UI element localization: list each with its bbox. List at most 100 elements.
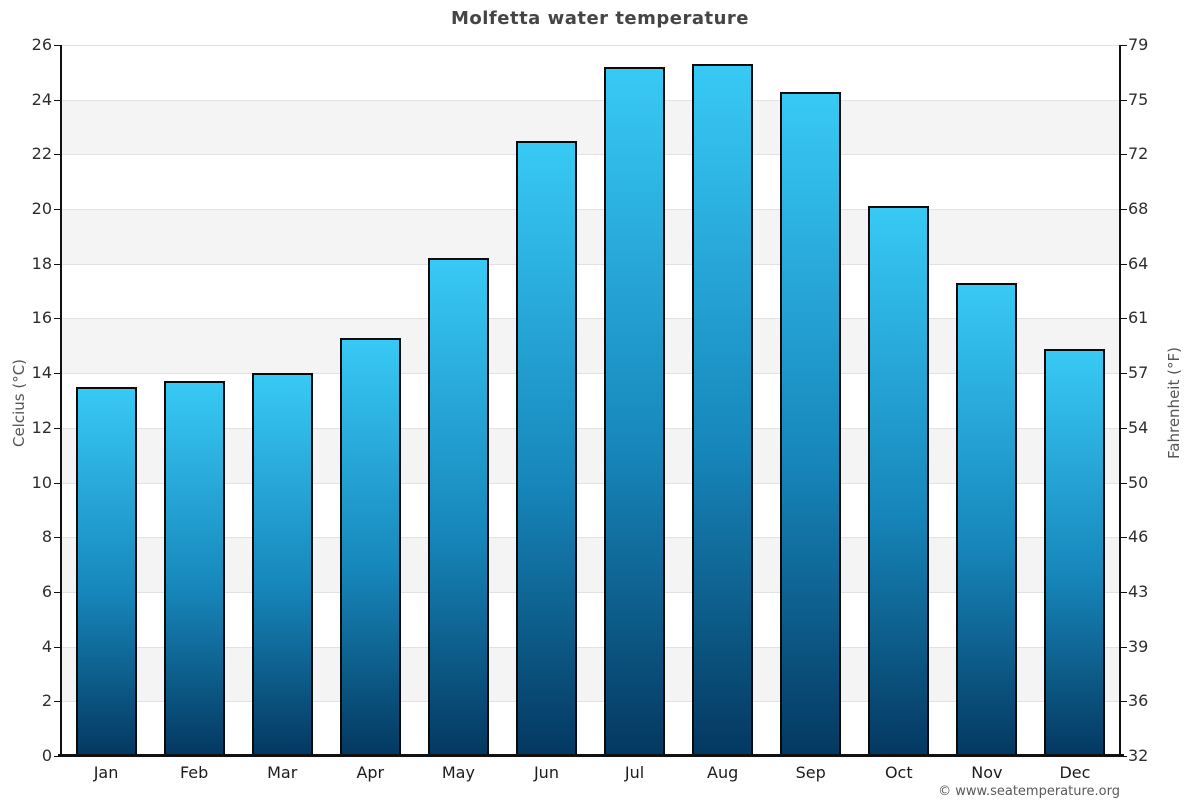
background-band <box>62 209 1119 264</box>
y-tick-celsius: 12 <box>31 417 52 437</box>
tick-mark <box>1121 373 1127 375</box>
y-tick-celsius: 24 <box>31 89 52 109</box>
y-tick-fahrenheit: 43 <box>1128 581 1149 601</box>
y-axis-right-spine <box>1119 45 1121 757</box>
gridline <box>62 591 1119 593</box>
tick-mark <box>54 263 60 265</box>
y-tick-celsius: 20 <box>31 199 52 219</box>
bar-dec <box>1044 348 1106 756</box>
bar-may <box>427 258 489 756</box>
tick-mark <box>1121 427 1127 429</box>
tick-mark <box>54 209 60 211</box>
y-tick-celsius: 6 <box>41 581 52 601</box>
gridline <box>62 99 1119 101</box>
tick-mark <box>54 154 60 156</box>
background-band <box>62 537 1119 592</box>
gridline <box>62 373 1119 375</box>
gridline <box>62 537 1119 539</box>
gridline <box>62 427 1119 429</box>
y-tick-fahrenheit: 50 <box>1128 472 1149 492</box>
gridline <box>62 45 1119 46</box>
tick-mark <box>54 427 60 429</box>
y-tick-fahrenheit: 32 <box>1128 746 1149 765</box>
x-tick-month-nov: Nov <box>971 763 1003 782</box>
y-tick-celsius: 2 <box>41 691 52 711</box>
tick-mark <box>1121 263 1127 265</box>
x-tick-month-jul: Jul <box>624 763 645 782</box>
bar-feb <box>163 381 225 756</box>
tick-mark <box>1121 646 1127 648</box>
bar-jan <box>75 386 137 756</box>
bar-aug <box>692 64 754 756</box>
y-axis-left-spine <box>60 45 62 757</box>
tick-mark <box>54 756 60 757</box>
y-tick-fahrenheit: 79 <box>1128 35 1149 54</box>
bar-jul <box>604 66 666 756</box>
gridline <box>62 646 1119 648</box>
x-tick-month-dec: Dec <box>1059 763 1091 782</box>
background-band <box>62 99 1119 155</box>
tick-mark <box>54 646 60 648</box>
gridline <box>62 263 1119 265</box>
bar-sep <box>780 91 842 756</box>
gridline <box>62 154 1119 156</box>
bar-jun <box>515 140 577 756</box>
gridline <box>62 482 1119 484</box>
y-tick-celsius: 22 <box>31 144 52 164</box>
background-band <box>62 427 1119 483</box>
plot-area <box>62 45 1119 756</box>
y-tick-celsius: 18 <box>31 253 52 273</box>
y-tick-celsius: 4 <box>41 636 52 656</box>
chart-title: Molfetta water temperature <box>450 8 750 29</box>
tick-mark <box>54 482 60 484</box>
gridline <box>62 209 1119 211</box>
y-tick-fahrenheit: 61 <box>1128 308 1149 328</box>
y-tick-celsius: 14 <box>31 363 52 383</box>
x-tick-month-sep: Sep <box>795 763 826 782</box>
y-tick-fahrenheit: 64 <box>1128 253 1149 273</box>
bar-oct <box>868 206 930 756</box>
tick-mark <box>1121 591 1127 593</box>
footer-credit: © www.seatemperature.org <box>938 784 1120 799</box>
tick-mark <box>1121 701 1127 703</box>
tick-mark <box>1121 154 1127 156</box>
tick-mark <box>1121 318 1127 320</box>
y-tick-fahrenheit: 68 <box>1128 199 1149 219</box>
x-axis-spine <box>58 754 1124 757</box>
x-tick-month-oct: Oct <box>884 763 913 782</box>
x-tick-month-aug: Aug <box>707 763 739 782</box>
y-tick-fahrenheit: 36 <box>1128 691 1149 711</box>
tick-mark <box>1121 537 1127 539</box>
x-tick-month-apr: Apr <box>356 763 385 782</box>
x-tick-month-jan: Jan <box>93 763 119 782</box>
y-tick-fahrenheit: 54 <box>1128 417 1149 437</box>
background-band <box>62 45 1119 100</box>
y-tick-celsius: 8 <box>41 527 52 547</box>
y-tick-celsius: 10 <box>31 472 52 492</box>
bar-apr <box>339 337 401 756</box>
y-tick-celsius: 0 <box>41 746 52 765</box>
tick-mark <box>1121 45 1127 46</box>
bar-nov <box>956 282 1018 756</box>
y-tick-fahrenheit: 57 <box>1128 363 1149 383</box>
y-tick-fahrenheit: 39 <box>1128 636 1149 656</box>
x-tick-month-may: May <box>441 763 475 782</box>
y-tick-fahrenheit: 75 <box>1128 89 1149 109</box>
gridline <box>62 701 1119 703</box>
x-tick-month-mar: Mar <box>267 763 298 782</box>
background-band <box>62 646 1119 702</box>
background-band <box>62 318 1119 374</box>
y-tick-fahrenheit: 72 <box>1128 144 1149 164</box>
x-tick-month-feb: Feb <box>179 763 209 782</box>
y-tick-celsius: 26 <box>31 35 52 54</box>
tick-mark <box>54 701 60 703</box>
tick-mark <box>1121 756 1127 757</box>
tick-mark <box>54 591 60 593</box>
tick-mark <box>54 99 60 101</box>
y-tick-celsius: 16 <box>31 308 52 328</box>
y-tick-fahrenheit: 46 <box>1128 527 1149 547</box>
gridline <box>62 318 1119 320</box>
tick-mark <box>54 45 60 46</box>
background-band <box>62 154 1119 209</box>
